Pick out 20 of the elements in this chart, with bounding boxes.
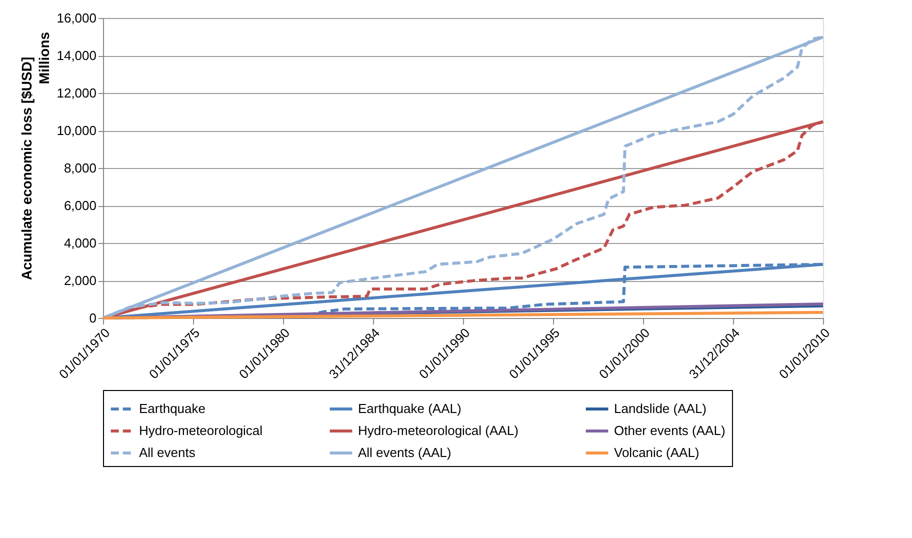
legend-label: Landslide (AAL) [614, 401, 706, 416]
y-tick-label: 16,000 [56, 10, 96, 26]
legend-label: Hydro-meteorological [139, 423, 263, 438]
legend-label: Earthquake (AAL) [358, 401, 462, 416]
y-tick-label: 12,000 [56, 86, 96, 100]
legend-label: All events [139, 445, 196, 460]
legend-label: Earthquake [139, 401, 206, 416]
legend-label: Other events (AAL) [614, 423, 726, 438]
legend-label: Volcanic (AAL) [614, 445, 700, 460]
y-tick-label: 8,000 [64, 160, 96, 176]
legend-label: Hydro-meteorological (AAL) [358, 423, 518, 438]
text: Millions [36, 32, 52, 84]
y-tick-label: 6,000 [64, 198, 96, 213]
y-axis-title: Acumulate economic loss [$USD] [18, 56, 35, 280]
y-tick-label: 14,000 [56, 48, 96, 63]
y-tick-label: 4,000 [64, 236, 96, 250]
legend-label: All events (AAL) [358, 445, 452, 460]
y-tick-label: 2,000 [64, 273, 96, 288]
y-tick-label: 0 [89, 310, 96, 326]
y-tick-label: 10,000 [56, 123, 96, 138]
